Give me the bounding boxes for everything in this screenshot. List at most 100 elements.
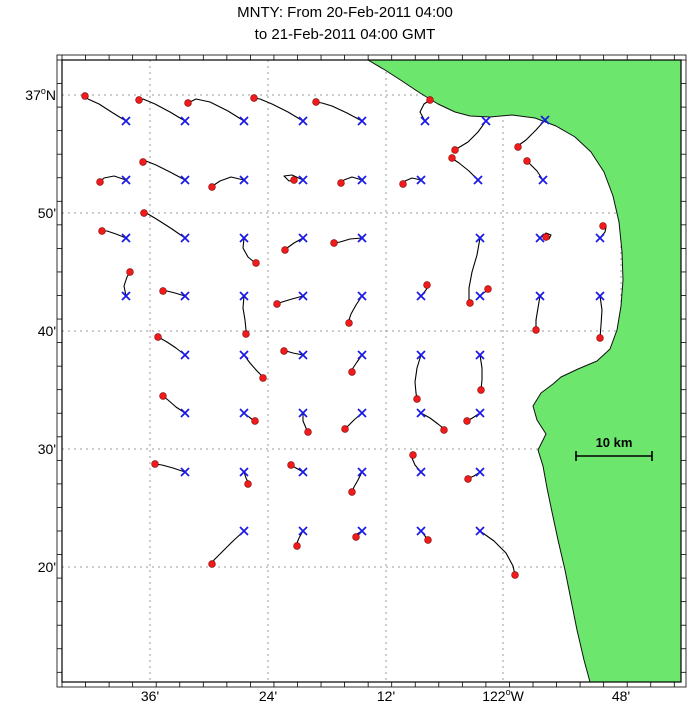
frame-inner-rect <box>61 59 682 683</box>
drifter-start-x-icon <box>416 526 426 536</box>
drifter-start-x-icon <box>475 233 485 243</box>
land-layer <box>367 59 682 683</box>
drifter-start-x-icon <box>416 350 426 360</box>
drifter-end-dot-icon <box>399 180 407 188</box>
drifter-start-x-icon <box>298 116 308 126</box>
drifter-end-dot-icon <box>440 426 448 434</box>
drifter-start-x-icon <box>357 526 367 536</box>
drifter-start-x-icon <box>298 233 308 243</box>
drifter-start-x-icon <box>239 291 249 301</box>
drifter-end-dot-icon <box>426 96 434 104</box>
drifter-end-dot-icon <box>352 533 360 541</box>
drifter-end-dot-icon <box>341 425 349 433</box>
drifter-end-dot-icon <box>208 560 216 568</box>
drifter-start-x-icon <box>595 233 605 243</box>
drifter-trajectory <box>535 295 541 331</box>
drifter-end-dot-icon <box>330 239 338 247</box>
drifter-end-dot-icon <box>448 154 456 162</box>
drifter-start-x-icon <box>475 408 485 418</box>
drifter-end-dot-icon <box>281 246 289 254</box>
plot-title-line2: to 21-Feb-2011 04:00 GMT <box>255 26 436 43</box>
drifter-start-x-icon <box>180 233 190 243</box>
drifter-end-dot-icon <box>273 300 281 308</box>
drifter-end-dot-icon <box>466 299 474 307</box>
frame-outer-rect <box>56 54 687 688</box>
drifter-end-dot-icon <box>348 368 356 376</box>
drifter-start-x-icon <box>357 175 367 185</box>
drifter-trajectory <box>154 463 186 473</box>
drifter-end-dot-icon <box>252 259 260 267</box>
drifter-start-x-icon <box>239 350 249 360</box>
drifter-end-dot-icon <box>184 99 192 107</box>
drifter-trajectory <box>211 530 245 565</box>
drifter-trajectory <box>242 295 247 335</box>
drifter-end-dot-icon <box>135 96 143 104</box>
drifter-end-dot-icon <box>345 319 353 327</box>
drifter-start-x-icon <box>416 408 426 418</box>
y-axis-tick-label: 37oN <box>25 86 56 103</box>
drifter-start-x-icon <box>540 115 550 125</box>
y-axis-tick-label: 40' <box>38 323 56 339</box>
drifter-end-dot-icon <box>96 178 104 186</box>
y-axis-tick-label: 20' <box>38 559 56 575</box>
land-mass <box>367 59 682 683</box>
drifter-start-x-icon <box>298 350 308 360</box>
drifter-end-dot-icon <box>484 285 492 293</box>
drifter-start-x-icon <box>475 291 485 301</box>
trajectories <box>84 95 607 576</box>
drifter-end-dot-icon <box>596 334 604 342</box>
drifter-start-x-icon <box>180 467 190 477</box>
drifter-end-dot-icon <box>413 395 421 403</box>
drifter-start-x-icon <box>180 116 190 126</box>
drifter-start-x-icon <box>180 291 190 301</box>
drifter-start-x-icon <box>298 291 308 301</box>
drifter-start-x-icon <box>595 291 605 301</box>
drifter-end-dot-icon <box>151 460 159 468</box>
drifter-start-x-icon <box>239 116 249 126</box>
drifter-trajectory <box>333 237 363 244</box>
drifter-start-x-icon <box>121 116 131 126</box>
drifter-end-dot-icon <box>451 146 459 154</box>
drifter-end-dot-icon <box>98 227 106 235</box>
drifter-end-dot-icon <box>348 488 356 496</box>
drifter-start-x-icon <box>416 291 426 301</box>
drifter-end-dot-icon <box>511 571 519 579</box>
drifter-trajectory <box>187 98 245 122</box>
drifter-end-dot-icon <box>208 183 216 191</box>
start-markers <box>121 115 605 536</box>
drifter-start-x-icon <box>180 408 190 418</box>
drifter-end-dot-icon <box>523 157 531 165</box>
drifter-start-x-icon <box>298 408 308 418</box>
drifter-trajectory <box>84 95 127 122</box>
drifter-end-dot-icon <box>154 333 162 341</box>
map-frame <box>56 54 687 688</box>
drifter-end-dot-icon <box>287 461 295 469</box>
drifter-start-x-icon <box>357 408 367 418</box>
drifter-start-x-icon <box>535 291 545 301</box>
drifter-trajectory <box>517 119 546 148</box>
drifter-end-dot-icon <box>242 330 250 338</box>
drifter-end-dot-icon <box>424 536 432 544</box>
drifter-trajectory <box>211 176 245 188</box>
y-axis-tick-label: 50' <box>38 205 56 221</box>
y-axis-tick-label: 30' <box>38 441 56 457</box>
drifter-start-x-icon <box>475 467 485 477</box>
drifter-start-x-icon <box>298 175 308 185</box>
end-markers <box>81 92 607 579</box>
drifter-start-x-icon <box>535 233 545 243</box>
drifter-end-dot-icon <box>409 451 417 459</box>
drifter-end-dot-icon <box>250 94 258 102</box>
drifter-trajectory <box>242 237 257 264</box>
drifter-end-dot-icon <box>159 287 167 295</box>
drifter-end-dot-icon <box>312 98 320 106</box>
drifter-end-dot-icon <box>259 374 267 382</box>
drifter-start-x-icon <box>538 175 548 185</box>
drifter-trajectory <box>315 101 363 122</box>
drifter-end-dot-icon <box>542 233 550 241</box>
drifter-end-dot-icon <box>304 428 312 436</box>
drifter-end-dot-icon <box>140 209 148 217</box>
tick-labels: 37oN 50' 40' 30' 20' 36' 24' 12' 122oW 48' <box>25 86 630 704</box>
drifter-trajectory <box>454 120 487 151</box>
